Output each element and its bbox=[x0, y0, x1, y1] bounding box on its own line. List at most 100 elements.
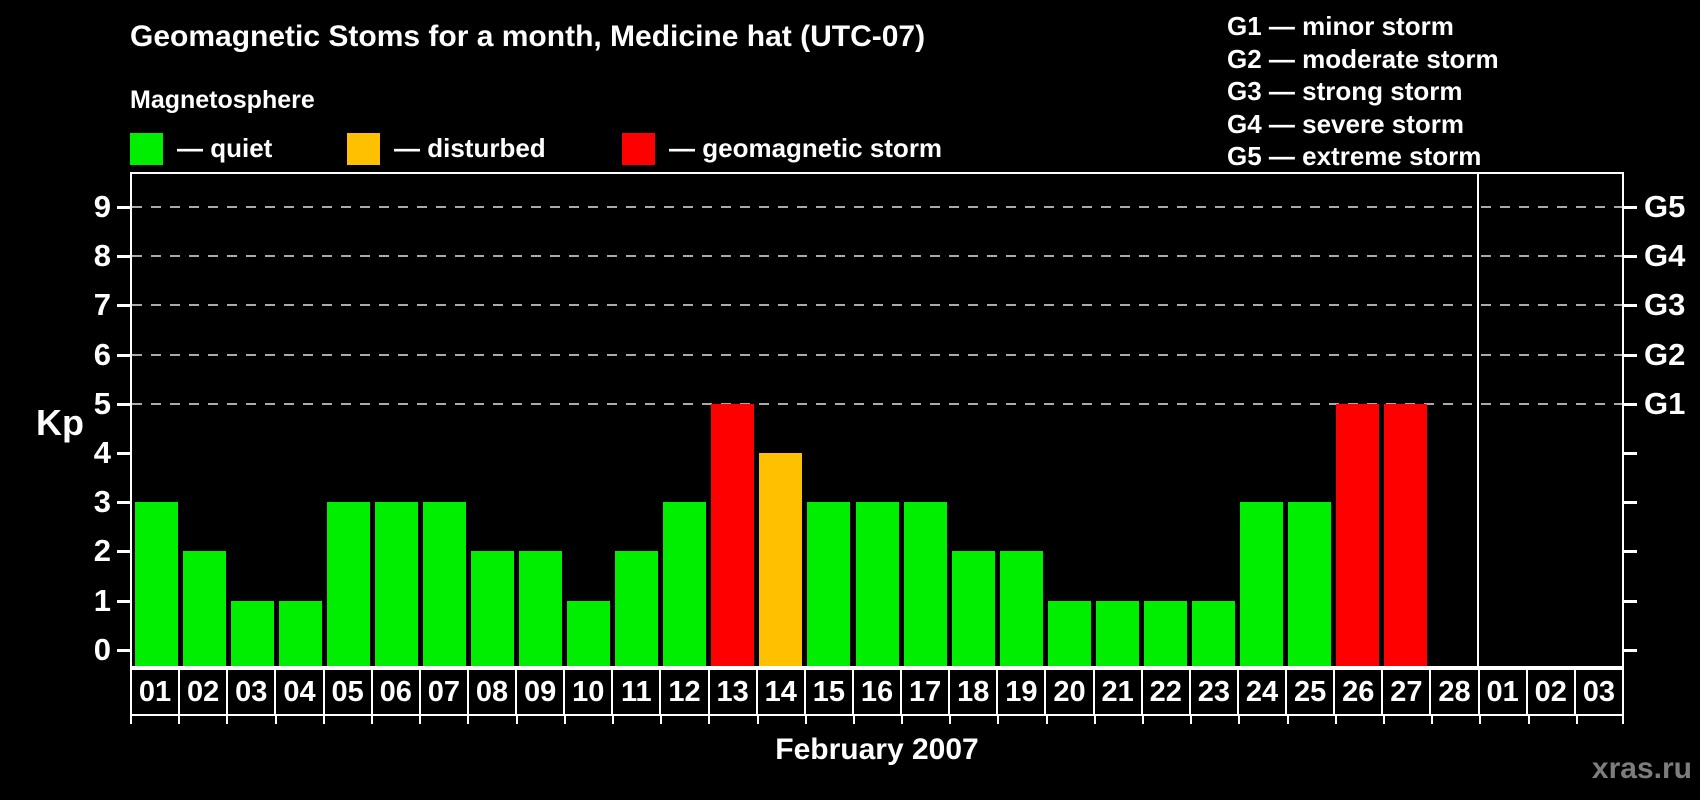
y-tick-label-6: 6 bbox=[93, 336, 111, 372]
bar-day-27 bbox=[1384, 403, 1428, 666]
legend-swatch-storm bbox=[622, 132, 655, 165]
x-boundary-tick-25 bbox=[1334, 716, 1337, 724]
y-tick-right-6 bbox=[1624, 353, 1637, 357]
x-axis-label-day-13: 13 bbox=[708, 669, 757, 715]
bar-day-02 bbox=[182, 551, 226, 666]
x-axis-label-day-11: 11 bbox=[612, 669, 661, 715]
g-scale-legend: G1 — minor storm G2 — moderate storm G3 — … bbox=[1227, 10, 1499, 173]
bar-day-13 bbox=[711, 403, 755, 666]
legend-item-disturbed: — disturbed bbox=[347, 132, 546, 165]
bar-day-14 bbox=[759, 452, 803, 666]
legend-title: Magnetosphere bbox=[130, 86, 315, 114]
x-axis-label-day-16: 16 bbox=[852, 669, 902, 715]
x-axis-label-day-02-next: 02 bbox=[1526, 669, 1575, 715]
bar-day-10 bbox=[567, 600, 611, 666]
bar-day-18 bbox=[951, 551, 995, 666]
x-axis-label-day-17: 17 bbox=[901, 669, 950, 715]
x-axis-label-day-03: 03 bbox=[227, 669, 276, 715]
x-axis-label-day-01-next: 01 bbox=[1478, 669, 1527, 715]
y-tick-label-2: 2 bbox=[93, 533, 111, 569]
x-boundary-tick-2 bbox=[226, 716, 229, 724]
bar-day-20 bbox=[1047, 600, 1091, 666]
x-axis-label-day-28: 28 bbox=[1430, 669, 1479, 715]
y-tick-left-0 bbox=[117, 648, 130, 652]
x-boundary-tick-24 bbox=[1286, 716, 1289, 724]
y-tick-label-4: 4 bbox=[93, 434, 111, 470]
legend-label-disturbed: — disturbed bbox=[394, 133, 546, 163]
legend-item-quiet: — quiet bbox=[130, 132, 272, 165]
y-tick-right-5 bbox=[1624, 402, 1637, 406]
x-boundary-tick-29 bbox=[1527, 716, 1530, 724]
x-axis-label-day-24: 24 bbox=[1237, 669, 1287, 715]
x-boundary-tick-4 bbox=[322, 716, 325, 724]
x-boundary-tick-27 bbox=[1431, 716, 1434, 724]
y-tick-label-9: 9 bbox=[93, 188, 111, 224]
x-axis-label-day-04: 04 bbox=[275, 669, 324, 715]
x-boundary-tick-30 bbox=[1575, 716, 1578, 724]
x-axis-label-day-01: 01 bbox=[131, 669, 180, 715]
g-axis-label-G2: G2 bbox=[1644, 336, 1686, 372]
y-tick-right-1 bbox=[1624, 599, 1637, 603]
g-axis-label-G1: G1 bbox=[1644, 385, 1686, 421]
bar-day-12 bbox=[663, 502, 707, 666]
gridline-kp-5 bbox=[132, 402, 1622, 405]
bar-day-06 bbox=[374, 502, 418, 666]
x-boundary-tick-20 bbox=[1093, 716, 1096, 724]
y-tick-label-3: 3 bbox=[93, 484, 111, 520]
x-axis-label-day-06: 06 bbox=[371, 669, 420, 715]
x-axis-label-day-02: 02 bbox=[179, 669, 228, 715]
x-axis-label-day-10: 10 bbox=[564, 669, 613, 715]
x-axis-label-day-27: 27 bbox=[1382, 669, 1431, 715]
x-axis-label-day-23: 23 bbox=[1189, 669, 1238, 715]
bar-day-03 bbox=[230, 600, 274, 666]
y-tick-right-2 bbox=[1624, 550, 1637, 554]
bar-day-25 bbox=[1288, 502, 1332, 666]
x-boundary-tick-6 bbox=[419, 716, 422, 724]
x-axis-label-day-03-next: 03 bbox=[1574, 669, 1623, 715]
x-boundary-tick-22 bbox=[1190, 716, 1193, 724]
bar-day-08 bbox=[470, 551, 514, 666]
y-tick-right-0 bbox=[1624, 648, 1637, 652]
g-legend-line-3: G3 — strong storm bbox=[1227, 76, 1463, 106]
y-tick-left-8 bbox=[117, 255, 130, 259]
x-axis-label-day-22: 22 bbox=[1141, 669, 1190, 715]
month-separator-line bbox=[1476, 174, 1479, 666]
chart-title: Geomagnetic Stoms for a month, Medicine … bbox=[130, 20, 926, 53]
x-boundary-tick-10 bbox=[611, 716, 614, 724]
x-axis-label-day-21: 21 bbox=[1093, 669, 1142, 715]
x-boundary-tick-26 bbox=[1383, 716, 1386, 724]
g-legend-line-2: G2 — moderate storm bbox=[1227, 43, 1499, 74]
x-boundary-tick-11 bbox=[660, 716, 663, 724]
gridline-kp-7 bbox=[132, 304, 1622, 307]
x-boundary-tick-18 bbox=[997, 716, 1000, 724]
x-boundary-tick-17 bbox=[949, 716, 952, 724]
y-tick-left-7 bbox=[117, 304, 130, 308]
x-axis-label-day-14: 14 bbox=[756, 669, 805, 715]
plot-area bbox=[130, 172, 1624, 668]
x-boundary-tick-21 bbox=[1142, 716, 1145, 724]
x-axis-label-row: 01 02 03 04 05 06 07 08 09 10 11 12 13 14 15 16 17 18 19 20… bbox=[130, 668, 1624, 716]
bar-day-15 bbox=[807, 502, 851, 666]
bar-day-09 bbox=[519, 551, 563, 666]
legend-swatch-quiet bbox=[130, 132, 163, 165]
bar-day-19 bbox=[999, 551, 1043, 666]
x-axis-label-day-08: 08 bbox=[467, 669, 517, 715]
y-tick-left-2 bbox=[117, 550, 130, 554]
y-tick-label-7: 7 bbox=[93, 287, 111, 323]
x-axis-label-day-05: 05 bbox=[323, 669, 372, 715]
bar-day-16 bbox=[855, 502, 899, 666]
y-tick-left-5 bbox=[117, 402, 130, 406]
bar-day-21 bbox=[1095, 600, 1139, 666]
bar-day-07 bbox=[422, 502, 466, 666]
g-axis-label-G3: G3 bbox=[1644, 287, 1686, 323]
bar-day-05 bbox=[326, 502, 370, 666]
watermark: xras.ru bbox=[1591, 752, 1692, 785]
x-axis-label-day-18: 18 bbox=[949, 669, 998, 715]
bar-day-22 bbox=[1143, 600, 1187, 666]
g-legend-line-1: G1 — minor storm bbox=[1227, 11, 1454, 41]
x-boundary-tick-28 bbox=[1479, 716, 1482, 724]
g-legend-line-5: G5 — extreme storm bbox=[1227, 141, 1482, 171]
legend-swatch-disturbed bbox=[347, 132, 380, 165]
x-boundary-tick-23 bbox=[1238, 716, 1241, 724]
